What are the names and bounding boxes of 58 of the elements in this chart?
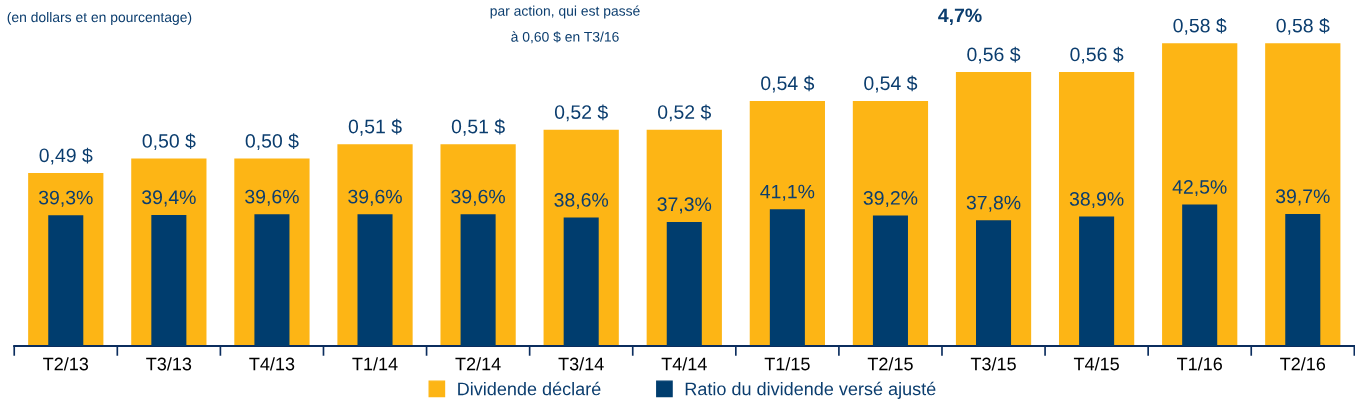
x-tick-label: T2/16 [1280,357,1326,371]
data-label: 39,2% [863,191,918,208]
data-label: 39,7% [1275,189,1330,206]
data-label: 41,1% [760,184,815,201]
x-tick-label: T1/14 [352,357,398,371]
bar [976,220,1012,347]
data-label: 37,3% [657,197,712,214]
x-tick-label: T3/15 [970,357,1016,371]
data-label: 0,58 $ [1276,17,1330,35]
x-tick-label: T4/15 [1073,357,1119,371]
legend-label: Dividende déclaré [458,381,601,396]
x-tick-label: T1/15 [764,357,810,371]
text: (en dollars et en pourcentage) [7,11,192,25]
bar [666,221,702,347]
annotation: par action, qui est passé [490,5,640,19]
bar [357,214,393,347]
annotation: à 0,60 $ en T3/16 [511,31,619,44]
x-tick-label: T3/14 [558,357,604,371]
bar [48,215,84,347]
bar [254,214,290,347]
x-tick-label: T4/14 [661,357,707,371]
bar [563,217,599,347]
data-label: 0,50 $ [142,133,196,151]
data-label: 38,6% [554,193,609,210]
data-label: 0,58 $ [1173,17,1227,35]
data-label: 0,52 $ [658,104,711,122]
data-label: 39,6% [451,189,505,206]
data-label: 0,56 $ [1070,46,1124,64]
legend-label: Ratio du dividende versé ajusté [685,381,936,399]
bar [1182,204,1218,347]
data-label: 0,54 $ [761,75,815,93]
annotation: 4,7% [938,8,982,26]
bar [872,215,908,347]
x-tick-label: T1/16 [1177,357,1222,371]
data-label: 39,3% [38,190,93,207]
data-label: 42,5% [1172,180,1227,197]
data-label: 37,8% [966,195,1021,212]
data-label: 0,54 $ [864,75,918,93]
data-label: 39,4% [142,190,196,207]
data-label: 39,6% [245,189,299,206]
x-tick-label: T2/15 [867,357,913,371]
data-label: 0,52 $ [554,104,608,122]
bar [460,214,496,347]
x-tick-label: T2/14 [455,357,501,371]
bar [1079,216,1115,347]
bar [151,214,187,347]
x-tick-label: T2/13 [43,357,89,371]
data-label: 0,50 $ [245,133,299,151]
data-label: 38,9% [1069,192,1124,209]
bar [1285,213,1321,347]
bar [769,209,805,347]
x-tick-label: T3/13 [146,357,192,371]
data-label: 0,51 $ [451,118,505,136]
data-label: 0,49 $ [39,147,93,165]
data-label: 0,56 $ [967,46,1021,64]
data-label: 0,51 $ [348,118,402,136]
x-tick-label: T4/13 [249,357,295,371]
data-label: 39,6% [348,189,402,206]
